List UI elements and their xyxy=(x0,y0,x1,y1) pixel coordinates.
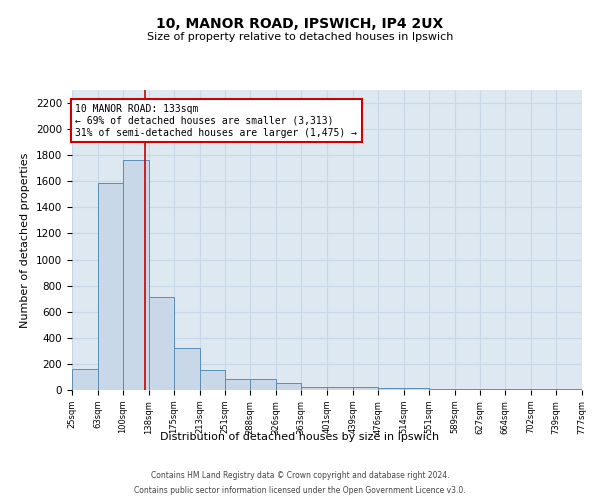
Bar xyxy=(301,386,327,390)
Bar xyxy=(72,369,98,390)
Bar xyxy=(327,388,353,390)
Bar xyxy=(353,388,378,390)
Bar xyxy=(276,384,301,390)
Bar xyxy=(378,388,404,390)
Bar xyxy=(480,388,505,390)
Bar xyxy=(556,388,582,390)
Bar xyxy=(149,298,174,390)
Text: 10 MANOR ROAD: 133sqm
← 69% of detached houses are smaller (3,313)
31% of semi-d: 10 MANOR ROAD: 133sqm ← 69% of detached … xyxy=(76,104,358,138)
Text: Size of property relative to detached houses in Ipswich: Size of property relative to detached ho… xyxy=(147,32,453,42)
Text: Distribution of detached houses by size in Ipswich: Distribution of detached houses by size … xyxy=(160,432,440,442)
Bar xyxy=(455,388,480,390)
Bar xyxy=(429,388,455,390)
Bar xyxy=(250,379,276,390)
Bar xyxy=(404,388,429,390)
Bar xyxy=(123,160,149,390)
Text: 10, MANOR ROAD, IPSWICH, IP4 2UX: 10, MANOR ROAD, IPSWICH, IP4 2UX xyxy=(157,18,443,32)
Bar xyxy=(98,182,123,390)
Text: Contains public sector information licensed under the Open Government Licence v3: Contains public sector information licen… xyxy=(134,486,466,495)
Bar xyxy=(225,379,250,390)
Y-axis label: Number of detached properties: Number of detached properties xyxy=(20,152,31,328)
Text: Contains HM Land Registry data © Crown copyright and database right 2024.: Contains HM Land Registry data © Crown c… xyxy=(151,471,449,480)
Bar xyxy=(531,388,556,390)
Bar xyxy=(505,388,531,390)
Bar xyxy=(174,348,199,390)
Bar xyxy=(199,370,225,390)
